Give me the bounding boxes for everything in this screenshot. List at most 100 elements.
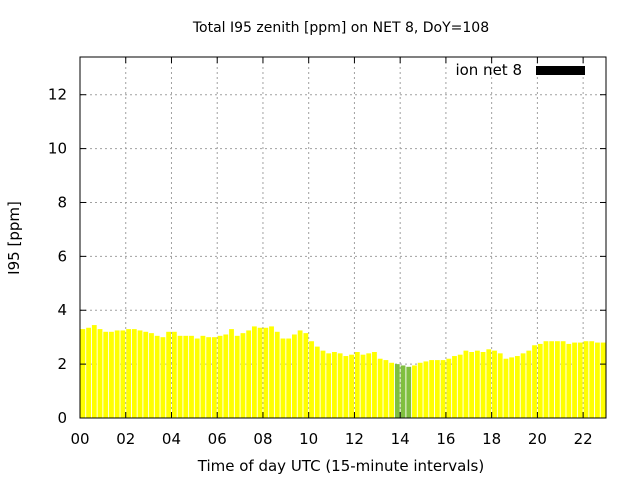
- bar: [160, 337, 166, 418]
- bar: [537, 343, 543, 418]
- legend-swatch: [536, 66, 585, 75]
- bar: [109, 331, 114, 418]
- bars-layer: [80, 325, 606, 418]
- bar: [354, 351, 360, 418]
- bar: [149, 333, 154, 418]
- bar: [217, 335, 223, 418]
- x-tick-label: 14: [391, 430, 410, 448]
- x-tick-label: 06: [208, 430, 227, 448]
- bar: [383, 360, 389, 418]
- y-tick-label: 4: [57, 301, 67, 319]
- x-tick-label: 16: [436, 430, 455, 448]
- bar: [337, 353, 343, 418]
- bar: [320, 350, 326, 418]
- bar: [297, 330, 303, 418]
- bar: [457, 354, 463, 418]
- bar: [303, 333, 309, 418]
- bar: [120, 330, 126, 418]
- bar: [234, 335, 240, 418]
- bar: [577, 342, 583, 418]
- x-tick-label: 20: [528, 430, 547, 448]
- bar: [240, 333, 246, 418]
- bar: [555, 341, 560, 418]
- bar: [497, 353, 503, 418]
- bar: [251, 326, 257, 418]
- bar: [549, 341, 555, 418]
- bar: [372, 351, 377, 418]
- x-tick-label: 08: [253, 430, 272, 448]
- bar: [480, 351, 486, 418]
- bar: [309, 341, 314, 418]
- bar: [91, 325, 97, 418]
- bar: [600, 342, 606, 418]
- x-tick-label: 02: [116, 430, 135, 448]
- bar: [137, 330, 143, 418]
- bar: [469, 351, 475, 418]
- x-tick-label: 22: [574, 430, 593, 448]
- bar: [314, 346, 320, 418]
- x-tick-label: 04: [162, 430, 181, 448]
- bar: [520, 353, 526, 418]
- y-tick-label: 2: [57, 355, 67, 373]
- bar: [183, 335, 189, 418]
- bar: [360, 354, 366, 418]
- legend: ion net 8: [455, 61, 585, 79]
- bar: [486, 349, 492, 418]
- bar: [131, 329, 137, 418]
- bar: [326, 353, 332, 418]
- bar: [114, 330, 120, 418]
- bar: [246, 330, 252, 418]
- bar: [200, 335, 206, 418]
- y-axis-title: I95 [ppm]: [5, 201, 23, 275]
- x-tick-label: 18: [482, 430, 501, 448]
- bar: [177, 335, 183, 418]
- bar: [412, 365, 417, 418]
- bar: [389, 362, 394, 418]
- bar: [583, 341, 589, 418]
- bar: [514, 356, 520, 418]
- y-tick-label: 10: [48, 140, 67, 158]
- chart-title: Total I95 zenith [ppm] on NET 8, DoY=108: [192, 20, 489, 36]
- bar: [171, 331, 177, 418]
- bar: [463, 350, 469, 418]
- bar: [166, 331, 172, 418]
- bar: [423, 361, 429, 418]
- bar: [263, 327, 269, 418]
- bar: [274, 331, 280, 418]
- legend-label: ion net 8: [455, 61, 522, 79]
- bar: [566, 343, 572, 418]
- bar: [446, 358, 452, 418]
- bar: [400, 365, 406, 418]
- bar: [189, 335, 194, 418]
- bar: [229, 329, 234, 418]
- bar: [595, 342, 600, 418]
- bar: [154, 335, 160, 418]
- bar: [492, 350, 497, 418]
- x-tick-label: 12: [345, 430, 364, 448]
- bar: [429, 360, 435, 418]
- bar: [211, 337, 217, 418]
- bar: [434, 360, 440, 418]
- bar: [366, 353, 372, 418]
- y-tick-label: 0: [57, 409, 67, 427]
- bar: [86, 327, 91, 418]
- bar: [417, 362, 423, 418]
- x-tick-label: 10: [299, 430, 318, 448]
- bar: [503, 358, 509, 418]
- bar: [543, 341, 549, 418]
- bar: [509, 357, 515, 418]
- bar: [332, 351, 337, 418]
- bar: [97, 329, 103, 418]
- bar: [292, 334, 297, 418]
- bar: [377, 358, 383, 418]
- bar: [257, 327, 263, 418]
- bar: [394, 364, 400, 418]
- bar: [532, 345, 537, 418]
- bar: [80, 329, 86, 418]
- bar: [452, 356, 457, 418]
- bar: [206, 337, 212, 418]
- bar: [343, 356, 349, 418]
- y-tick-label: 6: [57, 247, 67, 265]
